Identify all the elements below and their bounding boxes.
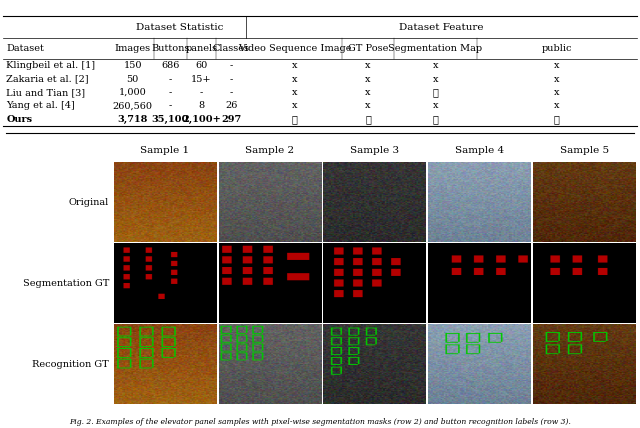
Text: Dataset Feature: Dataset Feature bbox=[399, 23, 484, 32]
Text: Sample 2: Sample 2 bbox=[245, 146, 294, 155]
Text: x: x bbox=[292, 101, 297, 110]
Text: Sample 1: Sample 1 bbox=[141, 146, 189, 155]
Text: 1,000: 1,000 bbox=[119, 88, 147, 97]
Text: x: x bbox=[365, 74, 371, 83]
Text: 260,560: 260,560 bbox=[113, 101, 153, 110]
Text: x: x bbox=[365, 61, 371, 70]
Text: ✓: ✓ bbox=[432, 88, 438, 97]
Text: -: - bbox=[168, 88, 172, 97]
Text: -: - bbox=[168, 74, 172, 83]
Text: Sample 3: Sample 3 bbox=[350, 146, 399, 155]
Text: Classes: Classes bbox=[213, 44, 250, 53]
Text: Fig. 2. Examples of the elevator panel samples with pixel-wise segmentation mask: Fig. 2. Examples of the elevator panel s… bbox=[69, 418, 571, 426]
Text: -: - bbox=[200, 88, 204, 97]
Text: Sample 4: Sample 4 bbox=[455, 146, 504, 155]
Text: ✓: ✓ bbox=[432, 115, 438, 124]
Text: GT Pose: GT Pose bbox=[348, 44, 388, 53]
Text: 35,100: 35,100 bbox=[152, 115, 189, 124]
Text: Buttons: Buttons bbox=[151, 44, 189, 53]
Text: Video Sequence Image: Video Sequence Image bbox=[237, 44, 351, 53]
Text: x: x bbox=[292, 88, 297, 97]
Text: Segmentation GT: Segmentation GT bbox=[23, 279, 109, 288]
Text: Yang et al. [4]: Yang et al. [4] bbox=[6, 101, 75, 110]
Text: 3,718: 3,718 bbox=[118, 115, 148, 124]
Text: ✓: ✓ bbox=[554, 115, 560, 124]
Text: -: - bbox=[168, 101, 172, 110]
Text: x: x bbox=[554, 74, 559, 83]
Text: Segmentation Map: Segmentation Map bbox=[388, 44, 483, 53]
Text: Klingbeil et al. [1]: Klingbeil et al. [1] bbox=[6, 61, 95, 70]
Text: x: x bbox=[554, 88, 559, 97]
Text: Sample 5: Sample 5 bbox=[560, 146, 609, 155]
Text: x: x bbox=[292, 61, 297, 70]
Text: Dataset: Dataset bbox=[6, 44, 44, 53]
Text: ✓: ✓ bbox=[291, 115, 298, 124]
Text: 686: 686 bbox=[161, 61, 179, 70]
Text: 150: 150 bbox=[124, 61, 142, 70]
Text: Zakaria et al. [2]: Zakaria et al. [2] bbox=[6, 74, 89, 83]
Text: Liu and Tian [3]: Liu and Tian [3] bbox=[6, 88, 86, 97]
Text: Recognition GT: Recognition GT bbox=[33, 360, 109, 369]
Text: x: x bbox=[554, 61, 559, 70]
Text: ✓: ✓ bbox=[365, 115, 371, 124]
Text: 50: 50 bbox=[127, 74, 139, 83]
Text: x: x bbox=[433, 61, 438, 70]
Text: x: x bbox=[365, 88, 371, 97]
Text: x: x bbox=[554, 101, 559, 110]
Text: Images: Images bbox=[115, 44, 151, 53]
Text: 2,100+: 2,100+ bbox=[182, 115, 221, 124]
Text: panels: panels bbox=[186, 44, 218, 53]
Text: 60: 60 bbox=[195, 61, 208, 70]
Text: 15+: 15+ bbox=[191, 74, 212, 83]
Text: x: x bbox=[433, 101, 438, 110]
Text: -: - bbox=[230, 74, 233, 83]
Text: x: x bbox=[433, 74, 438, 83]
Text: 297: 297 bbox=[221, 115, 241, 124]
Text: Original: Original bbox=[69, 198, 109, 207]
Text: -: - bbox=[230, 88, 233, 97]
Text: -: - bbox=[230, 61, 233, 70]
Text: x: x bbox=[365, 101, 371, 110]
Text: Dataset Statistic: Dataset Statistic bbox=[136, 23, 223, 32]
Text: 8: 8 bbox=[198, 101, 205, 110]
Text: Ours: Ours bbox=[6, 115, 33, 124]
Text: x: x bbox=[292, 74, 297, 83]
Text: 26: 26 bbox=[225, 101, 237, 110]
Text: public: public bbox=[541, 44, 572, 53]
